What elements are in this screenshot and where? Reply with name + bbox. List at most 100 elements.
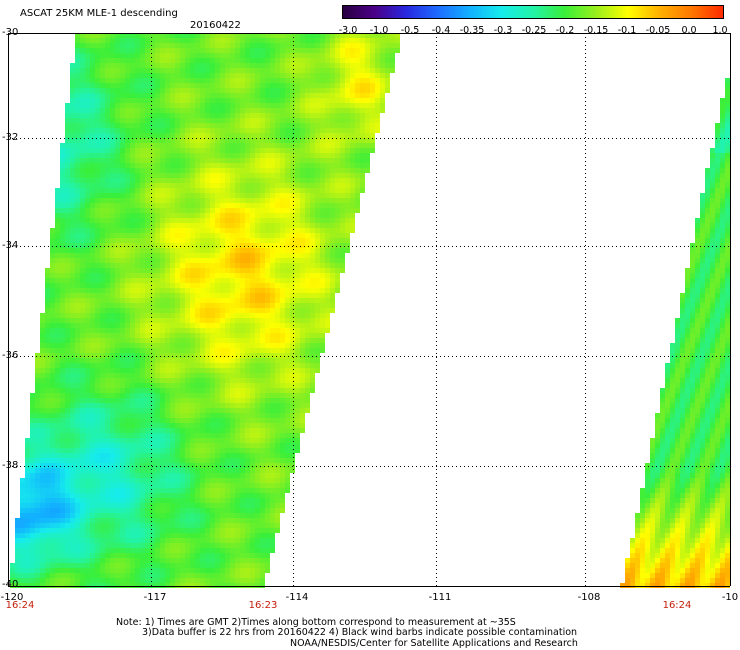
swath-cell — [85, 388, 90, 393]
swath-cell — [175, 168, 180, 173]
swath-cell — [340, 98, 345, 103]
swath-cell — [105, 268, 110, 273]
swath-cell — [285, 113, 290, 118]
swath-cell — [365, 88, 370, 93]
swath-cell — [105, 233, 110, 238]
swath-cell — [220, 273, 225, 278]
swath-cell — [90, 188, 95, 193]
swath-cell — [205, 258, 210, 263]
swath-cell — [280, 268, 285, 273]
swath-cell — [300, 243, 305, 248]
swath-cell — [320, 263, 325, 268]
swath-cell — [215, 348, 220, 353]
swath-cell — [690, 328, 695, 333]
swath-cell — [245, 323, 250, 328]
swath-cell — [205, 263, 210, 268]
swath-cell — [275, 253, 280, 258]
swath-cell — [230, 103, 235, 108]
swath-cell — [375, 103, 380, 108]
swath-cell — [300, 333, 305, 338]
swath-cell — [70, 358, 75, 363]
swath-cell — [315, 128, 320, 133]
swath-cell — [210, 243, 215, 248]
swath-cell — [65, 148, 70, 153]
swath-cell — [155, 278, 160, 283]
swath-cell — [215, 148, 220, 153]
swath-cell — [355, 168, 360, 173]
swath-cell — [195, 298, 200, 303]
swath-cell — [90, 183, 95, 188]
swath-cell — [695, 373, 700, 378]
swath-cell — [265, 328, 270, 333]
swath-cell — [270, 48, 275, 53]
swath-cell — [270, 198, 275, 203]
swath-cell — [705, 308, 710, 313]
swath-cell — [130, 308, 135, 313]
swath-cell — [115, 398, 120, 403]
swath-cell — [270, 113, 275, 118]
swath-cell — [320, 58, 325, 63]
swath-cell — [315, 298, 320, 303]
swath-cell — [140, 93, 145, 98]
swath-cell — [350, 138, 355, 143]
swath-cell — [355, 203, 360, 208]
swath-cell — [275, 373, 280, 378]
swath-cell — [300, 268, 305, 273]
swath-cell — [300, 368, 305, 373]
swath-cell — [165, 293, 170, 298]
swath-cell — [90, 318, 95, 323]
swath-cell — [210, 78, 215, 83]
swath-cell — [50, 258, 55, 263]
swath-cell — [185, 338, 190, 343]
swath-cell — [330, 123, 335, 128]
swath-cell — [85, 383, 90, 388]
swath-cell — [345, 223, 350, 228]
swath-cell — [265, 218, 270, 223]
swath-cell — [295, 353, 300, 358]
swath-cell — [190, 388, 195, 393]
swath-cell — [670, 348, 675, 353]
swath-cell — [150, 258, 155, 263]
swath-cell — [110, 258, 115, 263]
swath-cell — [165, 368, 170, 373]
swath-cell — [265, 248, 270, 253]
swath-cell — [140, 118, 145, 123]
swath-cell — [120, 233, 125, 238]
swath-cell — [330, 293, 335, 298]
swath-cell — [275, 53, 280, 58]
swath-cell — [360, 93, 365, 98]
swath-cell — [180, 153, 185, 158]
swath-cell — [45, 348, 50, 353]
swath-cell — [330, 113, 335, 118]
swath-cell — [155, 128, 160, 133]
swath-cell — [150, 293, 155, 298]
swath-cell — [240, 48, 245, 53]
swath-cell — [80, 268, 85, 273]
swath-cell — [220, 133, 225, 138]
swath-cell — [265, 103, 270, 108]
swath-cell — [320, 93, 325, 98]
swath-cell — [315, 233, 320, 238]
swath-cell — [310, 33, 315, 38]
swath-cell — [85, 248, 90, 253]
swath-cell — [320, 173, 325, 178]
swath-cell — [220, 43, 225, 48]
swath-cell — [200, 218, 205, 223]
swath-cell — [75, 138, 80, 143]
swath-cell — [215, 238, 220, 243]
swath-cell — [725, 218, 730, 223]
swath-cell — [45, 353, 50, 358]
swath-cell — [360, 143, 365, 148]
swath-cell — [55, 343, 60, 348]
swath-cell — [185, 343, 190, 348]
swath-cell — [715, 203, 720, 208]
swath-cell — [195, 78, 200, 83]
swath-cell — [210, 98, 215, 103]
swath-cell — [720, 178, 725, 183]
swath-cell — [720, 253, 725, 258]
swath-cell — [145, 233, 150, 238]
swath-cell — [190, 103, 195, 108]
swath-cell — [110, 363, 115, 368]
swath-cell — [195, 358, 200, 363]
swath-cell — [90, 238, 95, 243]
